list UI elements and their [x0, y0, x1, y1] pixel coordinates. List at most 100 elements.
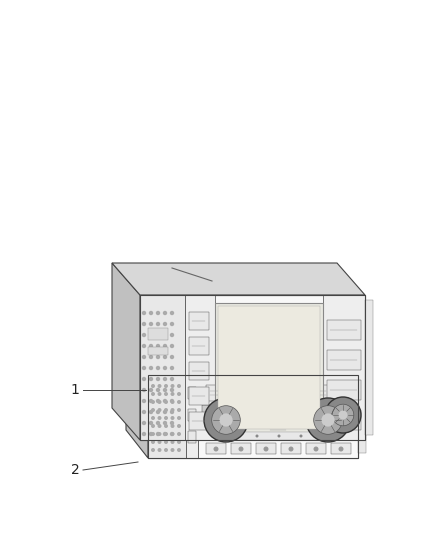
- Circle shape: [177, 416, 181, 420]
- Circle shape: [149, 388, 153, 392]
- FancyBboxPatch shape: [140, 295, 185, 440]
- Circle shape: [164, 416, 168, 420]
- FancyBboxPatch shape: [327, 410, 361, 430]
- Polygon shape: [112, 263, 365, 295]
- Circle shape: [306, 398, 350, 442]
- FancyBboxPatch shape: [256, 425, 267, 436]
- Circle shape: [255, 434, 258, 438]
- Circle shape: [156, 344, 160, 348]
- Circle shape: [164, 432, 168, 436]
- FancyBboxPatch shape: [189, 387, 209, 405]
- Circle shape: [177, 448, 181, 452]
- Circle shape: [325, 397, 361, 433]
- Polygon shape: [126, 347, 148, 458]
- Circle shape: [321, 434, 325, 438]
- Circle shape: [177, 392, 181, 396]
- Circle shape: [156, 377, 160, 381]
- Circle shape: [142, 432, 146, 436]
- FancyBboxPatch shape: [189, 412, 209, 430]
- Circle shape: [158, 400, 162, 404]
- Circle shape: [170, 366, 174, 370]
- FancyBboxPatch shape: [206, 443, 226, 454]
- FancyBboxPatch shape: [270, 393, 281, 404]
- Circle shape: [156, 432, 160, 436]
- Circle shape: [314, 406, 343, 434]
- Circle shape: [163, 311, 167, 315]
- Circle shape: [149, 410, 153, 414]
- Circle shape: [163, 333, 167, 337]
- Circle shape: [151, 448, 155, 452]
- FancyBboxPatch shape: [256, 393, 267, 404]
- Circle shape: [149, 421, 153, 425]
- Circle shape: [149, 377, 153, 381]
- Polygon shape: [112, 263, 140, 440]
- Circle shape: [156, 399, 160, 403]
- Circle shape: [156, 355, 160, 359]
- Circle shape: [177, 384, 181, 388]
- FancyBboxPatch shape: [185, 295, 215, 440]
- Circle shape: [170, 410, 174, 414]
- FancyBboxPatch shape: [189, 337, 209, 355]
- FancyBboxPatch shape: [186, 375, 198, 458]
- Circle shape: [142, 366, 146, 370]
- Circle shape: [177, 400, 181, 404]
- Circle shape: [158, 440, 162, 444]
- FancyBboxPatch shape: [188, 387, 196, 399]
- Circle shape: [142, 311, 146, 315]
- Circle shape: [321, 414, 335, 426]
- Circle shape: [332, 404, 354, 426]
- Circle shape: [170, 355, 174, 359]
- FancyBboxPatch shape: [189, 362, 209, 380]
- FancyBboxPatch shape: [218, 306, 320, 429]
- Circle shape: [163, 377, 167, 381]
- FancyBboxPatch shape: [306, 443, 326, 454]
- Circle shape: [170, 424, 174, 428]
- Text: AM  FM  SIRIUS: AM FM SIRIUS: [260, 408, 297, 413]
- Circle shape: [151, 400, 155, 404]
- Circle shape: [177, 432, 181, 436]
- FancyBboxPatch shape: [290, 393, 301, 404]
- Circle shape: [142, 421, 146, 425]
- Circle shape: [149, 366, 153, 370]
- Circle shape: [142, 344, 146, 348]
- FancyBboxPatch shape: [281, 443, 301, 454]
- Circle shape: [212, 406, 240, 434]
- Circle shape: [149, 399, 153, 403]
- Circle shape: [151, 392, 155, 396]
- FancyBboxPatch shape: [270, 409, 281, 420]
- FancyBboxPatch shape: [331, 443, 351, 454]
- Circle shape: [170, 344, 174, 348]
- Circle shape: [142, 355, 146, 359]
- FancyBboxPatch shape: [198, 375, 358, 458]
- Circle shape: [163, 421, 167, 425]
- Circle shape: [177, 440, 181, 444]
- Circle shape: [142, 388, 146, 392]
- Circle shape: [163, 322, 167, 326]
- Circle shape: [164, 400, 168, 404]
- FancyBboxPatch shape: [238, 385, 266, 401]
- Circle shape: [151, 384, 155, 388]
- Circle shape: [278, 434, 280, 438]
- Circle shape: [314, 447, 318, 451]
- FancyBboxPatch shape: [266, 390, 290, 440]
- Circle shape: [163, 344, 167, 348]
- FancyBboxPatch shape: [304, 409, 315, 420]
- FancyBboxPatch shape: [290, 425, 301, 436]
- Circle shape: [233, 434, 237, 438]
- Circle shape: [151, 424, 155, 428]
- FancyBboxPatch shape: [304, 425, 315, 436]
- FancyBboxPatch shape: [231, 443, 251, 454]
- Circle shape: [204, 398, 248, 442]
- Circle shape: [170, 333, 174, 337]
- Circle shape: [170, 440, 174, 444]
- Circle shape: [239, 447, 244, 451]
- Circle shape: [170, 384, 174, 388]
- Circle shape: [177, 408, 181, 412]
- Circle shape: [142, 410, 146, 414]
- Circle shape: [142, 399, 146, 403]
- Circle shape: [156, 421, 160, 425]
- Circle shape: [151, 432, 155, 436]
- Circle shape: [142, 322, 146, 326]
- FancyBboxPatch shape: [327, 350, 361, 370]
- Circle shape: [170, 392, 174, 396]
